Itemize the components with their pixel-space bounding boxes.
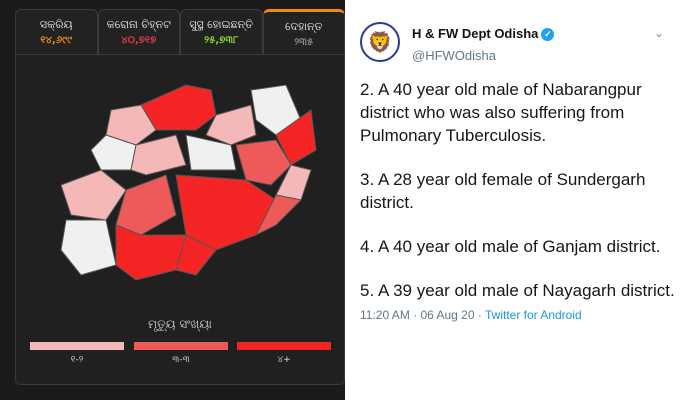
district[interactable] xyxy=(60,169,127,221)
tab-value: ୨୫,୭୩୮ xyxy=(204,35,239,46)
tweet-meta: 11:20 AM · 06 Aug 20 · Twitter for Andro… xyxy=(360,308,678,323)
stats-tabs: ସକ୍ରିୟ ୧୪,୬୯୯ କରୋନା ଚିହ୍ନଟ ୪୦,୭୧୭ ସୁସ୍ଥ ହୋ… xyxy=(15,9,345,55)
district[interactable] xyxy=(254,194,303,237)
tab-label: ସକ୍ରିୟ xyxy=(39,18,73,31)
verified-icon: ✓ xyxy=(541,28,555,42)
legend-label: ୩-୩ xyxy=(172,355,190,365)
tweet: 🦁 H & FW Dept Odisha ✓ @HFWOdisha ⌄ 2. A … xyxy=(345,0,680,400)
legend-swatch-mid xyxy=(134,342,228,350)
district[interactable] xyxy=(115,174,177,236)
district[interactable] xyxy=(90,134,137,171)
legend-title: ମୃତ୍ୟୁ ସଂଖ୍ୟା xyxy=(148,317,212,331)
tweet-paragraph: 3. A 28 year old female of Sundergarh di… xyxy=(360,170,646,212)
district[interactable] xyxy=(60,219,117,276)
chevron-down-icon[interactable]: ⌄ xyxy=(653,26,664,40)
legend-swatch-high xyxy=(237,342,331,350)
tab-confirmed[interactable]: କରୋନା ଚିହ୍ନଟ ୪୦,୭୧୭ xyxy=(97,9,180,55)
tweet-paragraph: 2. A 40 year old male of Nabarangpur dis… xyxy=(360,80,642,145)
odisha-district-map[interactable] xyxy=(46,75,326,285)
map-panel: ମୃତ୍ୟୁ ସଂଖ୍ୟା ୧-୨ ୩-୩ ୪+ xyxy=(15,54,345,385)
legend-label: ୧-୨ xyxy=(70,355,84,365)
tab-label: ଦେହାନ୍ତ xyxy=(285,20,323,33)
tweet-body: 2. A 40 year old male of Nabarangpur dis… xyxy=(360,78,678,308)
legend-swatch-low xyxy=(30,342,124,350)
tab-active[interactable]: ସକ୍ରିୟ ୧୪,୬୯୯ xyxy=(15,9,98,55)
tab-label: ସୁସ୍ଥ ହୋଇଛନ୍ତି xyxy=(189,18,254,31)
tab-deaths[interactable]: ଦେହାନ୍ତ ୨୩୫ xyxy=(262,9,345,55)
district[interactable] xyxy=(275,109,317,166)
tweet-source[interactable]: Twitter for Android xyxy=(484,308,582,322)
tweet-time[interactable]: 11:20 AM · 06 Aug 20 · xyxy=(360,308,485,322)
tab-recovered[interactable]: ସୁସ୍ଥ ହୋଇଛନ୍ତି ୨୫,୭୩୮ xyxy=(180,9,263,55)
tab-value: ୨୩୫ xyxy=(294,37,314,48)
avatar[interactable]: 🦁 xyxy=(360,22,400,62)
covid-dashboard: ସକ୍ରିୟ ୧୪,୬୯୯ କରୋନା ଚିହ୍ନଟ ୪୦,୭୧୭ ସୁସ୍ଥ ହୋ… xyxy=(0,0,345,400)
tab-value: ୧୪,୬୯୯ xyxy=(40,35,73,46)
district[interactable] xyxy=(115,224,187,281)
district[interactable] xyxy=(205,104,257,146)
district[interactable] xyxy=(175,234,217,276)
author-name[interactable]: H & FW Dept Odisha ✓ xyxy=(412,26,555,42)
district[interactable] xyxy=(130,134,187,176)
district[interactable] xyxy=(105,104,157,146)
tweet-content: 2. A 40 year old male of Nabarangpur dis… xyxy=(360,78,678,323)
tab-label: କରୋନା ଚିହ୍ନଟ xyxy=(106,18,171,31)
tab-value: ୪୦,୭୧୭ xyxy=(121,35,157,46)
tweet-paragraph: 4. A 40 year old male of Ganjam district… xyxy=(360,237,661,256)
district[interactable] xyxy=(235,139,292,186)
legend-label: ୪+ xyxy=(277,355,291,365)
tweet-paragraph: 5. A 39 year old male of Nayagarh distri… xyxy=(360,281,675,300)
district[interactable] xyxy=(185,134,237,171)
author-name-text: H & FW Dept Odisha xyxy=(412,26,539,41)
author-handle[interactable]: @HFWOdisha xyxy=(412,48,496,63)
